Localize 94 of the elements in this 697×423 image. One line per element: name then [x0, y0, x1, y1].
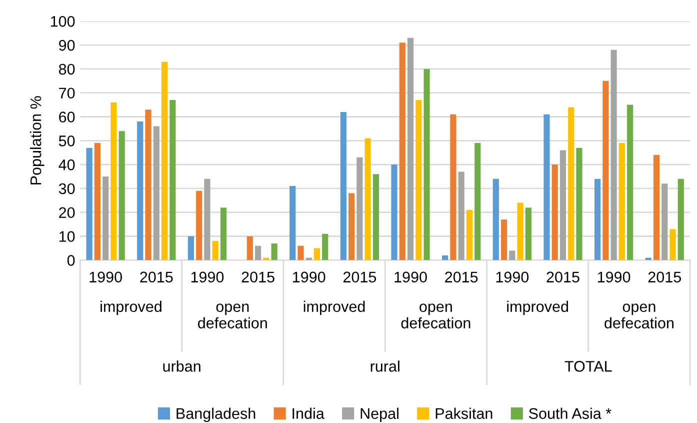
bar — [399, 42, 406, 260]
bar — [94, 143, 100, 260]
x-tick-label: 1990 — [598, 272, 630, 282]
x-tick-label: 1990 — [394, 272, 427, 282]
x-tick-label: 1990 — [293, 272, 326, 282]
text: improved — [100, 300, 162, 316]
bar — [544, 114, 550, 260]
bar — [188, 236, 194, 260]
y-tick-label: 100 — [50, 16, 75, 27]
y-tick-label: 20 — [59, 207, 75, 218]
bar — [102, 176, 109, 260]
bar — [670, 229, 676, 260]
bar — [356, 157, 363, 260]
bar — [246, 236, 253, 260]
text: improved — [304, 300, 365, 316]
bar — [458, 172, 464, 260]
bar — [153, 126, 160, 260]
bar — [145, 110, 152, 260]
bar — [576, 148, 582, 260]
legend-label: Bangladesh — [176, 408, 256, 422]
bar — [110, 102, 117, 260]
bar — [204, 178, 210, 260]
x-tick-label: 1990 — [191, 272, 224, 282]
text: TOTAL — [564, 360, 612, 372]
bar — [86, 148, 92, 260]
text: open defecation — [198, 304, 267, 328]
bar — [500, 220, 508, 260]
bar — [653, 154, 660, 260]
bar — [290, 186, 296, 260]
bar — [391, 164, 398, 260]
y-tick-label: 60 — [59, 112, 75, 122]
bar — [137, 122, 144, 260]
bar — [271, 243, 278, 260]
x-tick-label: 1990 — [90, 272, 122, 282]
bar — [212, 241, 218, 260]
bar — [364, 138, 371, 260]
bar — [118, 131, 125, 260]
bar — [322, 234, 328, 260]
bar — [442, 255, 448, 260]
bar — [662, 184, 668, 260]
bar — [254, 246, 262, 260]
x-tick-label: 2015 — [343, 272, 376, 282]
bar — [298, 246, 304, 260]
bar — [517, 202, 524, 260]
y-tick-label: 90 — [59, 40, 75, 51]
bar — [568, 107, 574, 260]
legend-label: Paksitan — [436, 408, 492, 419]
bar — [161, 62, 168, 260]
bar — [627, 104, 634, 260]
bar — [610, 50, 617, 260]
bar — [416, 100, 422, 260]
bar — [220, 208, 227, 260]
x-tick-label: 2015 — [140, 272, 173, 282]
bar — [196, 190, 202, 260]
text: rural — [370, 360, 400, 372]
bar — [618, 143, 625, 260]
y-axis-title: Population % — [30, 96, 44, 184]
legend-label: Nepal — [360, 408, 398, 422]
bar — [560, 150, 566, 260]
y-tick-label: 40 — [58, 159, 75, 170]
bar — [372, 174, 379, 260]
x-tick-label: 2015 — [648, 272, 681, 282]
bar — [466, 210, 473, 260]
bar — [594, 178, 601, 260]
bar — [424, 68, 430, 260]
x-tick-label: 1990 — [496, 272, 529, 282]
bar — [678, 178, 684, 260]
y-tick-label: 0 — [67, 255, 75, 266]
y-tick-label: 30 — [58, 183, 75, 194]
bar — [602, 80, 609, 260]
bar — [340, 112, 346, 260]
bar — [450, 114, 456, 260]
bar — [314, 248, 320, 260]
bar — [170, 100, 176, 260]
y-tick-label: 50 — [58, 136, 75, 146]
bar — [525, 208, 532, 260]
y-tick-label: 70 — [59, 88, 75, 99]
y-tick-label: 10 — [59, 231, 75, 242]
legend-label: South Asia * — [529, 408, 612, 419]
text: urban — [163, 360, 200, 372]
bar — [552, 164, 558, 260]
legend-label: India — [292, 408, 324, 419]
x-tick-label: 2015 — [445, 272, 478, 282]
x-tick-label: 2015 — [242, 272, 274, 282]
x-tick-label: 2015 — [546, 272, 580, 282]
bar — [348, 193, 355, 260]
bar — [407, 38, 414, 260]
text: open defecation — [604, 304, 674, 328]
bar — [492, 178, 499, 260]
bar — [509, 250, 516, 260]
text: open defecation — [401, 304, 470, 328]
y-tick-label: 80 — [58, 64, 75, 75]
text: improved — [507, 300, 568, 316]
bar — [474, 143, 481, 260]
